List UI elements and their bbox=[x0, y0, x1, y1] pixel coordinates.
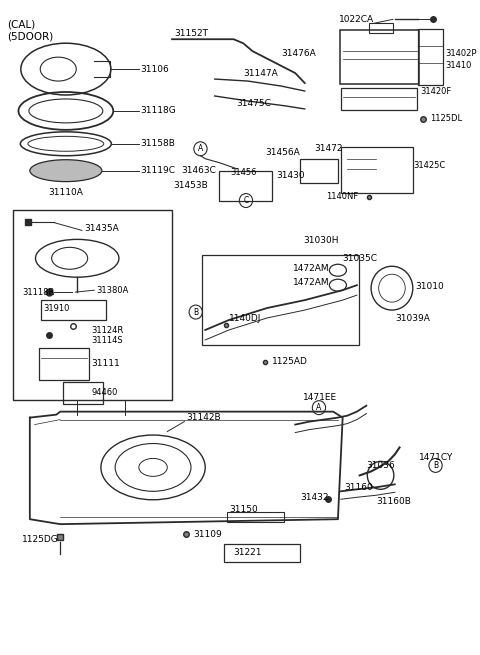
Text: 31463C: 31463C bbox=[181, 166, 216, 175]
Text: 31410: 31410 bbox=[445, 61, 471, 69]
Text: 31380A: 31380A bbox=[96, 286, 129, 295]
Text: 94460: 94460 bbox=[92, 388, 118, 397]
Text: 31111: 31111 bbox=[92, 360, 120, 368]
Text: A: A bbox=[198, 144, 203, 153]
Text: 31110A: 31110A bbox=[48, 188, 84, 197]
Bar bbox=[224, 544, 300, 562]
Text: 31158B: 31158B bbox=[141, 140, 176, 148]
Text: C: C bbox=[243, 196, 249, 205]
Text: 31160: 31160 bbox=[345, 483, 373, 492]
Bar bbox=[203, 255, 359, 345]
Text: 31118G: 31118G bbox=[141, 106, 177, 115]
Text: 31150: 31150 bbox=[229, 505, 258, 514]
Text: A: A bbox=[316, 403, 322, 412]
Text: 1140NF: 1140NF bbox=[326, 192, 359, 201]
Text: 1471EE: 1471EE bbox=[303, 393, 337, 402]
Ellipse shape bbox=[30, 160, 102, 181]
Text: (CAL): (CAL) bbox=[7, 19, 36, 29]
Text: 31036: 31036 bbox=[366, 461, 395, 470]
Text: 31030H: 31030H bbox=[303, 236, 338, 245]
Bar bbox=[39, 348, 89, 380]
Text: 31402P: 31402P bbox=[445, 48, 477, 58]
Text: 1022CA: 1022CA bbox=[339, 15, 374, 24]
Text: 31039A: 31039A bbox=[396, 314, 431, 322]
Bar bbox=[419, 29, 443, 85]
Text: 31432: 31432 bbox=[300, 493, 328, 502]
Text: 31109: 31109 bbox=[193, 530, 222, 538]
Text: 1140DJ: 1140DJ bbox=[229, 314, 261, 322]
Text: 1472AM: 1472AM bbox=[293, 278, 330, 287]
Text: 31118R: 31118R bbox=[22, 288, 55, 297]
Text: 31420F: 31420F bbox=[420, 86, 452, 96]
Text: 31425C: 31425C bbox=[414, 161, 446, 170]
Text: 31035C: 31035C bbox=[343, 253, 378, 263]
Text: 1471CY: 1471CY bbox=[419, 453, 453, 462]
Bar bbox=[41, 300, 106, 320]
Text: B: B bbox=[193, 308, 198, 316]
Text: 31221: 31221 bbox=[234, 548, 262, 557]
Text: 31453B: 31453B bbox=[173, 181, 208, 190]
Bar bbox=[227, 512, 284, 522]
Text: (5DOOR): (5DOOR) bbox=[7, 31, 53, 41]
Text: 31910: 31910 bbox=[43, 303, 70, 312]
Text: 1472AM: 1472AM bbox=[293, 264, 330, 272]
Bar bbox=[219, 171, 272, 200]
Text: 31114S: 31114S bbox=[92, 337, 123, 345]
Text: 31160B: 31160B bbox=[376, 496, 411, 506]
Text: 31435A: 31435A bbox=[84, 224, 119, 233]
Text: 1125DG: 1125DG bbox=[22, 534, 59, 544]
Text: 31430: 31430 bbox=[276, 171, 305, 180]
Text: B: B bbox=[433, 461, 438, 470]
Bar bbox=[13, 210, 172, 400]
Text: 31010: 31010 bbox=[416, 282, 444, 291]
Text: 31147A: 31147A bbox=[243, 69, 278, 77]
Text: 31106: 31106 bbox=[141, 65, 169, 73]
Text: 31124R: 31124R bbox=[92, 326, 124, 335]
Text: 31456A: 31456A bbox=[265, 148, 300, 157]
Text: 31475C: 31475C bbox=[237, 100, 271, 109]
Text: 1125AD: 1125AD bbox=[272, 358, 307, 366]
Text: 31456: 31456 bbox=[230, 168, 256, 177]
Text: 31472: 31472 bbox=[314, 144, 343, 153]
Text: 31152T: 31152T bbox=[174, 29, 208, 38]
Text: 31142B: 31142B bbox=[186, 413, 221, 422]
Bar bbox=[63, 382, 103, 403]
Text: 31119C: 31119C bbox=[141, 166, 176, 175]
Bar bbox=[341, 88, 417, 110]
Bar bbox=[369, 24, 393, 33]
Text: 31476A: 31476A bbox=[281, 48, 316, 58]
Text: 1125DL: 1125DL bbox=[430, 115, 462, 123]
Bar bbox=[300, 159, 338, 183]
